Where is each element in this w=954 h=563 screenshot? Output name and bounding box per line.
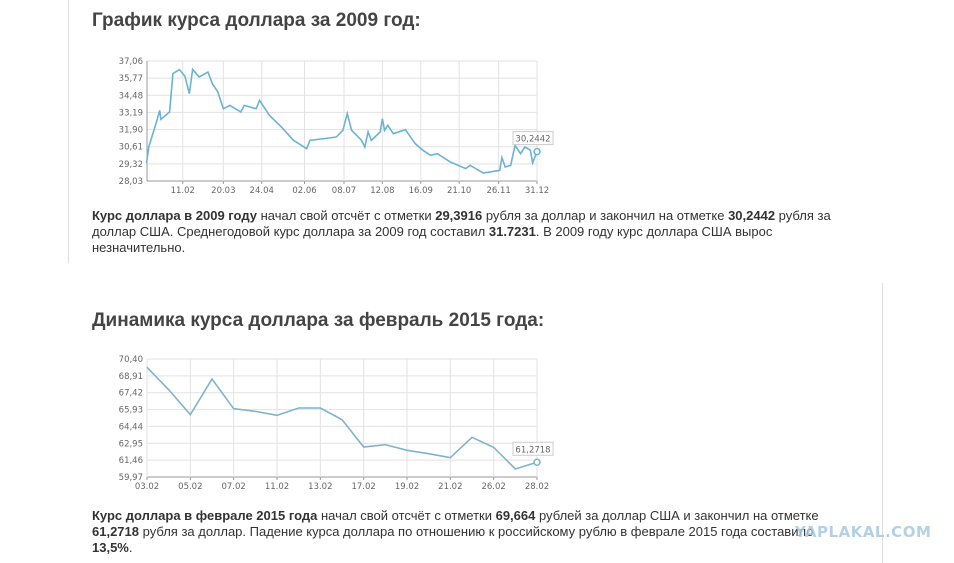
p-bold: 31.7231 — [488, 224, 536, 239]
p-bold: Курс доллара в 2009 году — [92, 208, 257, 223]
p-bold: Курс доллара в феврале 2015 года — [92, 508, 318, 523]
left-divider — [68, 0, 69, 263]
p-bold: 29,3916 — [435, 208, 483, 223]
y-tick-label: 30,61 — [119, 143, 143, 153]
x-tick-label: 21.02 — [438, 482, 462, 492]
x-tick-label: 11.02 — [171, 186, 195, 196]
x-tick-label: 13.02 — [308, 482, 332, 492]
y-tick-label: 62,95 — [119, 439, 143, 449]
y-tick-label: 35,77 — [119, 74, 143, 84]
y-tick-label: 61,46 — [119, 456, 143, 466]
last-point-marker — [533, 458, 541, 467]
y-tick-label: 28,03 — [119, 177, 143, 187]
p-text: рублей за доллар США и закончил на отмет… — [535, 508, 819, 523]
y-tick-label: 70,40 — [119, 355, 143, 365]
x-tick-label: 21.10 — [447, 186, 471, 196]
value-tooltip — [512, 441, 554, 456]
p-text: рубля за доллар США. Среднегодовой курс … — [92, 208, 831, 239]
y-tick-label: 33,19 — [119, 108, 143, 118]
y-tick-label: 65,93 — [119, 406, 143, 416]
right-divider — [882, 283, 883, 563]
section2-title: Динамика курса доллара за февраль 2015 г… — [92, 310, 545, 331]
x-tick-label: 07.02 — [221, 482, 245, 492]
y-tick-label: 67,42 — [119, 389, 143, 399]
p-bold: 69,664 — [495, 508, 536, 523]
section1-paragraph: Курс доллара в 2009 году начал свой отсч… — [92, 208, 832, 256]
p-text: начал свой отсчёт с отметки — [256, 208, 436, 223]
x-tick-label: 02.06 — [292, 186, 316, 196]
p-text: рубля за доллар. Падение курса доллара п… — [139, 524, 814, 539]
x-tick-label: 28.02 — [525, 482, 549, 492]
section2-paragraph: Курс доллара в феврале 2015 года начал с… — [92, 508, 832, 556]
x-tick-label: 11.02 — [265, 482, 289, 492]
p-text: . В 2009 году курс доллара США вырос нез… — [92, 224, 773, 255]
y-tick-label: 59,97 — [119, 473, 143, 483]
value-tooltip — [512, 131, 554, 146]
p-text: начал свой отсчёт с отметки — [317, 508, 496, 523]
x-tick-label: 20.03 — [211, 186, 235, 196]
x-tick-label: 19.02 — [395, 482, 419, 492]
y-tick-label: 31,90 — [119, 126, 143, 136]
p-text: . — [128, 540, 133, 555]
x-tick-label: 12.08 — [370, 186, 394, 196]
x-tick-label: 08.07 — [332, 186, 356, 196]
last-point-marker — [533, 147, 541, 156]
chart-2009: 37,06 35,77 34,48 33,19 31,90 30,61 29,32 28,03… — [119, 57, 554, 196]
value-tooltip-label: 61,2718 — [515, 445, 550, 455]
p-bold: 61,2718 — [92, 524, 139, 539]
watermark: YAPLAKAL.COM — [795, 523, 932, 541]
y-tick-label: 68,91 — [119, 372, 143, 382]
x-tick-label: 31.12 — [525, 186, 549, 196]
x-tick-label: 26.02 — [481, 482, 505, 492]
series-line — [146, 366, 538, 470]
x-tick-label: 24.04 — [250, 186, 274, 196]
y-tick-label: 34,48 — [119, 91, 143, 101]
y-tick-label: 64,44 — [119, 422, 143, 432]
x-tick-label: 03.02 — [135, 482, 159, 492]
series-line — [145, 67, 538, 174]
value-tooltip-label: 30,2442 — [515, 135, 550, 145]
chart-feb-2015: 70,40 68,91 67,42 65,93 64,44 62,95 61,46 59,97… — [119, 355, 554, 492]
p-text: рубля за доллар и закончил на отметке — [482, 208, 729, 223]
x-tick-label: 05.02 — [178, 482, 202, 492]
y-tick-label: 37,06 — [119, 57, 143, 67]
p-bold: 30,2442 — [728, 208, 776, 223]
x-tick-label: 17.02 — [351, 482, 375, 492]
x-tick-label: 26.11 — [486, 186, 510, 196]
y-tick-label: 29,32 — [119, 160, 143, 170]
x-tick-label: 16.09 — [409, 186, 433, 196]
p-bold: 13,5% — [92, 540, 129, 555]
section1-title: График курса доллара за 2009 год: — [92, 10, 421, 31]
